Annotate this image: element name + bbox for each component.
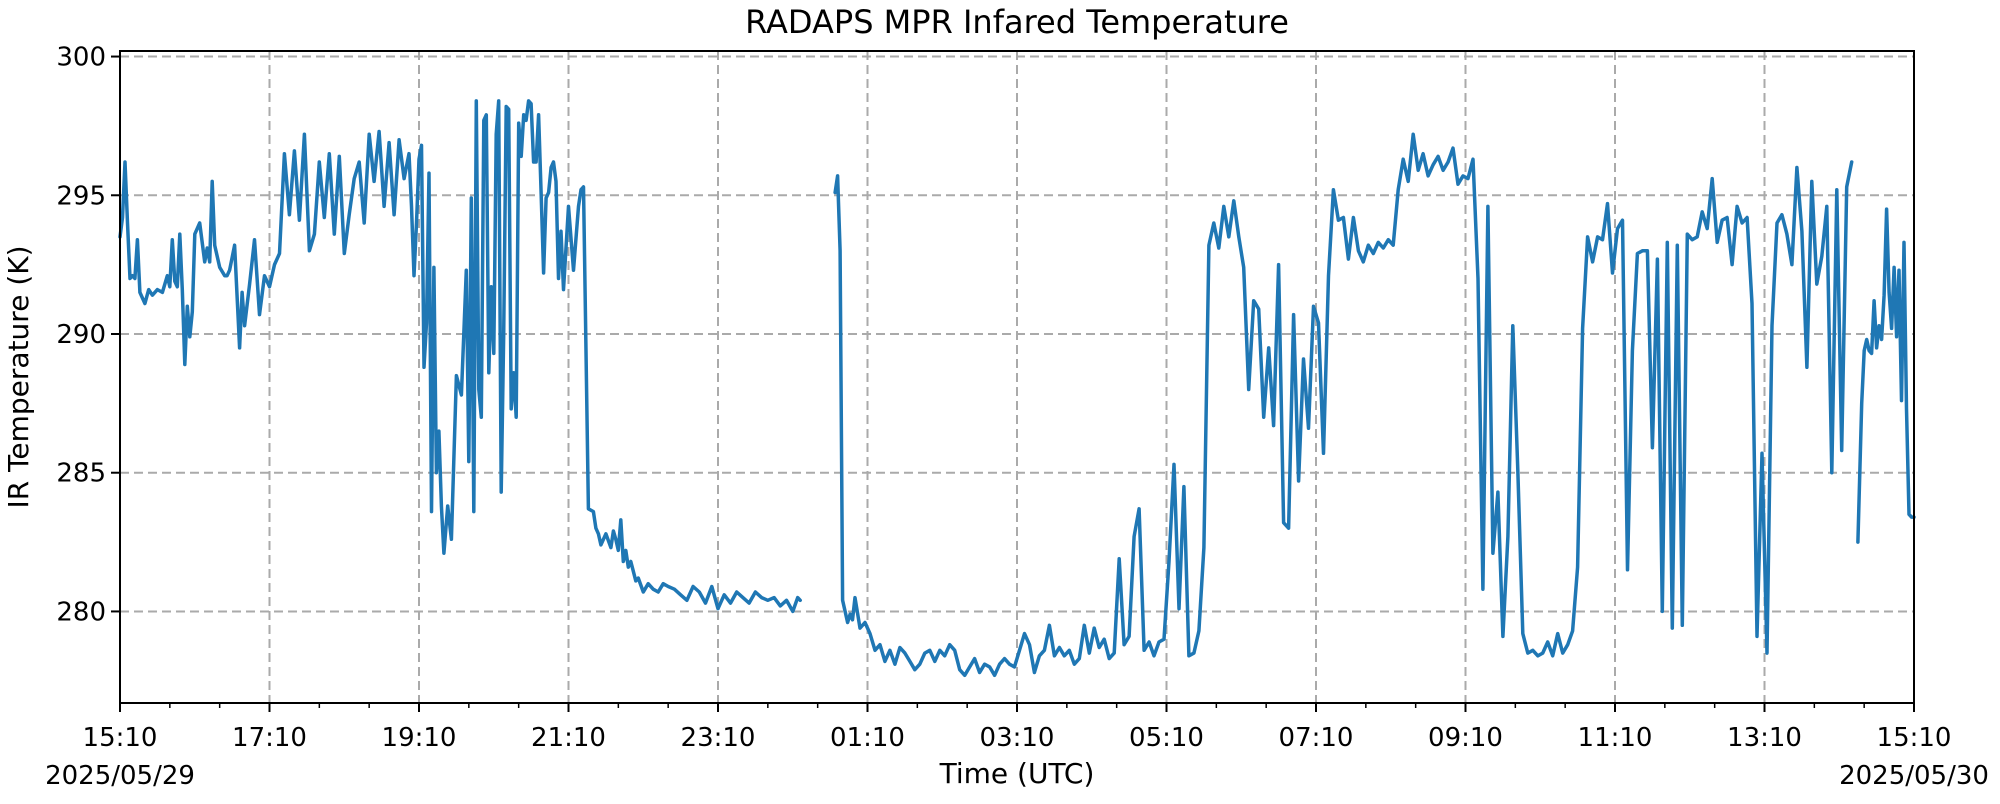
x-tick-label: 03:10 xyxy=(980,723,1055,753)
series-line-segment xyxy=(118,99,802,614)
x-tick-label: 07:10 xyxy=(1279,723,1354,753)
chart-title: RADAPS MPR Infared Temperature xyxy=(745,3,1289,41)
y-tick-label: 280 xyxy=(56,597,106,627)
grid-layer xyxy=(120,51,1914,703)
x-tick-label: 15:10 xyxy=(1877,723,1952,753)
x-tick-label: 19:10 xyxy=(382,723,457,753)
x-tick-label: 09:10 xyxy=(1428,723,1503,753)
y-tick-label: 290 xyxy=(56,320,106,350)
series-line-segment xyxy=(1856,207,1916,544)
x-tick-label: 13:10 xyxy=(1727,723,1802,753)
x-tick-label: 01:10 xyxy=(830,723,905,753)
series-layer xyxy=(118,99,1916,678)
x-tick-label: 11:10 xyxy=(1578,723,1653,753)
x-tick-label: 05:10 xyxy=(1129,723,1204,753)
y-axis-label: IR Temperature (K) xyxy=(2,245,35,508)
x-tick-label: 23:10 xyxy=(681,723,756,753)
x-tick-label: 21:10 xyxy=(531,723,606,753)
x-axis-label: Time (UTC) xyxy=(939,757,1095,790)
x-tick-label: 17:10 xyxy=(232,723,307,753)
y-tick-label: 285 xyxy=(56,459,106,489)
x-tick-label: 15:10 xyxy=(83,723,158,753)
tick-layer: 15:10 17:10 19:10 21:10 23:10 01:10 03:10 05:10… xyxy=(56,43,1951,753)
y-tick-label: 300 xyxy=(56,43,106,73)
series-line-segment xyxy=(833,132,1854,678)
y-tick-label: 295 xyxy=(56,181,106,211)
x-date-start-label: 2025/05/29 xyxy=(45,761,195,791)
x-date-end-label: 2025/05/30 xyxy=(1839,761,1989,791)
